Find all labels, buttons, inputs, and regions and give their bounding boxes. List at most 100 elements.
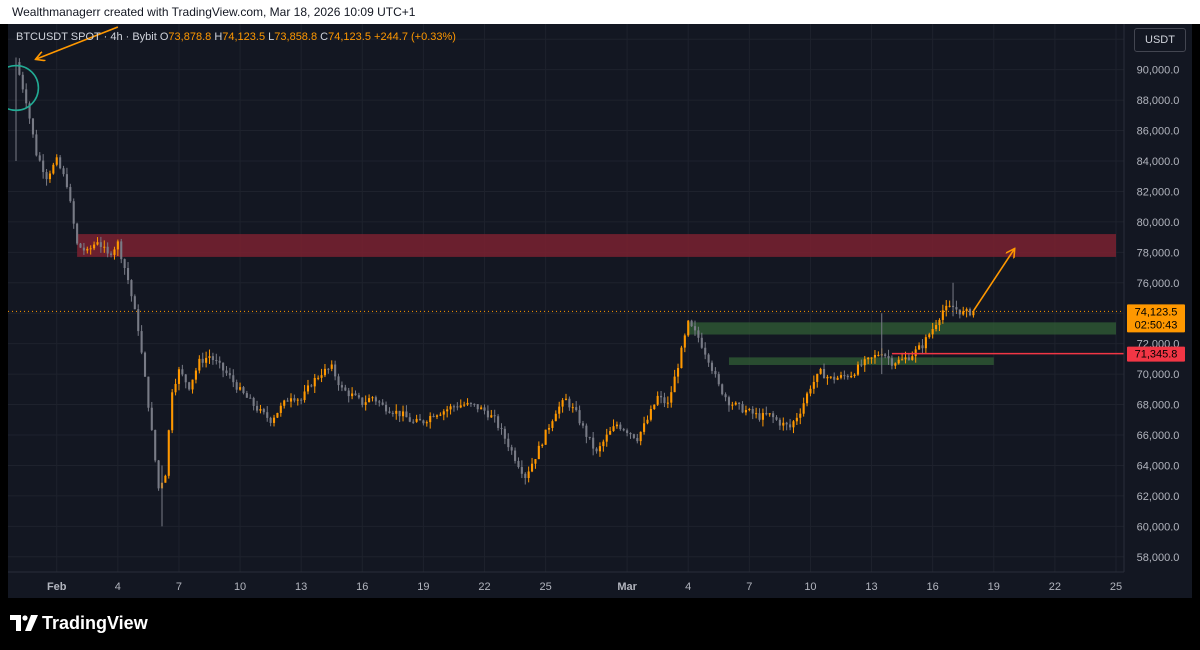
candle[interactable] bbox=[228, 367, 231, 379]
candle-body[interactable] bbox=[154, 429, 157, 461]
candle-body[interactable] bbox=[347, 390, 350, 397]
candle-body[interactable] bbox=[588, 436, 591, 438]
candle-body[interactable] bbox=[789, 424, 792, 428]
candle[interactable] bbox=[198, 355, 201, 374]
candle[interactable] bbox=[554, 410, 557, 422]
candle-body[interactable] bbox=[530, 463, 534, 472]
candle[interactable] bbox=[442, 409, 445, 421]
candle-body[interactable] bbox=[408, 417, 411, 422]
candle[interactable] bbox=[676, 363, 680, 384]
candle[interactable] bbox=[761, 408, 764, 427]
candle[interactable] bbox=[232, 369, 235, 388]
candle[interactable] bbox=[334, 360, 337, 381]
candle-body[interactable] bbox=[422, 420, 425, 424]
candle-body[interactable] bbox=[571, 407, 574, 409]
candle[interactable] bbox=[167, 429, 170, 479]
candle[interactable] bbox=[480, 405, 483, 410]
candle[interactable] bbox=[507, 433, 510, 452]
candle[interactable] bbox=[717, 371, 720, 387]
candle-body[interactable] bbox=[561, 400, 564, 407]
candle[interactable] bbox=[432, 413, 435, 418]
candle-body[interactable] bbox=[296, 399, 299, 401]
candle[interactable] bbox=[459, 399, 462, 409]
candle[interactable] bbox=[140, 325, 143, 355]
candle-body[interactable] bbox=[225, 370, 228, 374]
candle-body[interactable] bbox=[592, 437, 595, 449]
candle[interactable] bbox=[863, 355, 866, 372]
candle[interactable] bbox=[96, 237, 99, 246]
candle[interactable] bbox=[836, 375, 839, 381]
candle-body[interactable] bbox=[439, 414, 442, 416]
currency-button[interactable]: USDT bbox=[1134, 28, 1186, 52]
candle-body[interactable] bbox=[28, 103, 31, 119]
candle-body[interactable] bbox=[653, 404, 656, 410]
candle-body[interactable] bbox=[843, 375, 846, 377]
candle[interactable] bbox=[306, 379, 310, 395]
candle-body[interactable] bbox=[456, 406, 459, 408]
candle-body[interactable] bbox=[340, 385, 343, 388]
candle-body[interactable] bbox=[938, 319, 941, 326]
candle[interactable] bbox=[171, 389, 174, 434]
candle-body[interactable] bbox=[853, 374, 856, 376]
candle[interactable] bbox=[422, 419, 425, 426]
candle[interactable] bbox=[357, 392, 360, 400]
chart-panel[interactable]: 58,000.0 60,000.0 62,000.0 64,000.0 66,000.0… bbox=[8, 24, 1192, 598]
candle[interactable] bbox=[795, 412, 798, 425]
candle[interactable] bbox=[130, 279, 133, 302]
candle[interactable] bbox=[564, 393, 568, 401]
candle-body[interactable] bbox=[432, 415, 435, 417]
candle-body[interactable] bbox=[792, 421, 795, 428]
candle-body[interactable] bbox=[714, 370, 717, 375]
candle[interactable] bbox=[456, 402, 459, 411]
candle[interactable] bbox=[483, 404, 486, 415]
candle-body[interactable] bbox=[727, 397, 731, 406]
candle-body[interactable] bbox=[666, 402, 669, 404]
candle-body[interactable] bbox=[826, 376, 829, 379]
candle[interactable] bbox=[938, 318, 941, 332]
candle-body[interactable] bbox=[941, 310, 944, 320]
candle[interactable] bbox=[35, 129, 38, 157]
candle[interactable] bbox=[493, 409, 496, 423]
candle-body[interactable] bbox=[507, 438, 510, 448]
candle[interactable] bbox=[429, 412, 432, 429]
candle-body[interactable] bbox=[429, 415, 432, 423]
candle-body[interactable] bbox=[412, 421, 415, 423]
candle[interactable] bbox=[79, 242, 82, 248]
candle[interactable] bbox=[42, 154, 45, 179]
candle[interactable] bbox=[510, 444, 513, 455]
candle[interactable] bbox=[744, 405, 747, 416]
candle-body[interactable] bbox=[945, 305, 948, 311]
candle[interactable] bbox=[249, 394, 252, 399]
candle[interactable] bbox=[65, 167, 68, 189]
candle[interactable] bbox=[340, 381, 343, 392]
candle-body[interactable] bbox=[211, 356, 214, 361]
candle[interactable] bbox=[439, 412, 442, 417]
candle-body[interactable] bbox=[514, 450, 517, 461]
candle[interactable] bbox=[381, 399, 384, 406]
candle[interactable] bbox=[768, 413, 771, 417]
candle-body[interactable] bbox=[598, 446, 602, 452]
candle[interactable] bbox=[93, 241, 96, 251]
candle[interactable] bbox=[486, 405, 489, 421]
candle[interactable] bbox=[286, 397, 289, 402]
candle[interactable] bbox=[693, 320, 697, 336]
candle[interactable] bbox=[727, 395, 731, 412]
candle-body[interactable] bbox=[106, 246, 109, 254]
candle[interactable] bbox=[782, 417, 785, 431]
candle-body[interactable] bbox=[361, 397, 364, 405]
candle[interactable] bbox=[452, 404, 456, 412]
candle[interactable] bbox=[62, 165, 65, 177]
candle[interactable] bbox=[734, 401, 737, 406]
candle-body[interactable] bbox=[249, 397, 252, 399]
candle[interactable] bbox=[235, 379, 238, 393]
candle-body[interactable] bbox=[863, 359, 866, 366]
candle[interactable] bbox=[293, 394, 296, 403]
candle[interactable] bbox=[941, 304, 944, 324]
candle-body[interactable] bbox=[867, 357, 870, 360]
candle[interactable] bbox=[802, 397, 805, 417]
candle[interactable] bbox=[323, 364, 327, 378]
candle-body[interactable] bbox=[602, 441, 605, 447]
candle[interactable] bbox=[154, 429, 157, 463]
candle[interactable] bbox=[571, 403, 574, 413]
candle[interactable] bbox=[208, 349, 211, 364]
